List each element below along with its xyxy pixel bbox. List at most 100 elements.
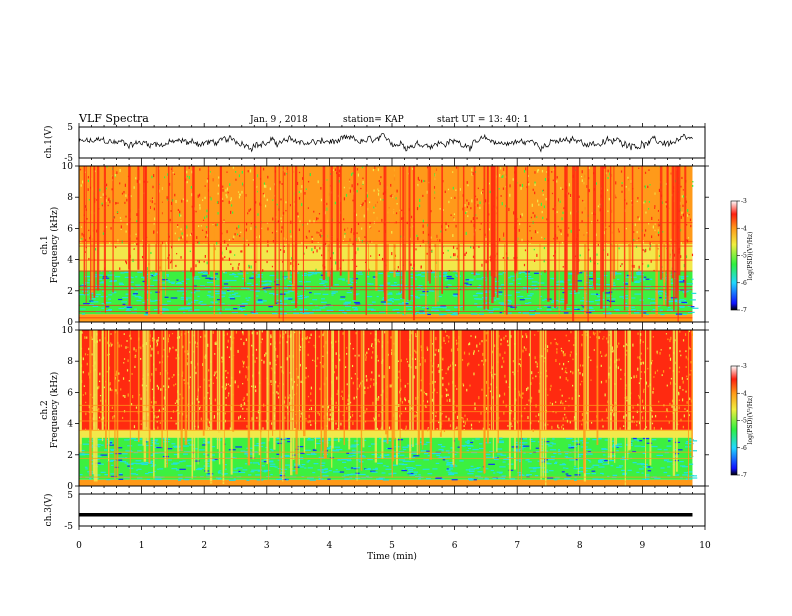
spectrogram-speckle: [479, 314, 484, 315]
spectrogram-speckle: [626, 203, 627, 205]
spectrogram-speckle: [104, 474, 107, 475]
spectrogram-speckle: [341, 395, 342, 396]
spectrogram-speckle: [172, 333, 173, 334]
spectrogram-speckle: [535, 361, 536, 363]
spectrogram-speckle: [255, 386, 256, 388]
spectrogram-speckle: [212, 248, 213, 250]
spectrogram-speckle: [245, 375, 246, 378]
spectrogram-speckle: [626, 228, 627, 229]
spectrogram-speckle: [367, 195, 368, 198]
spectrogram-speckle: [166, 459, 172, 460]
spectrogram-speckle: [421, 276, 425, 277]
spectrogram-speckle: [405, 385, 406, 388]
spectrogram-speckle: [378, 360, 379, 362]
ch1-colorbar-ticks: -3-4-5-6-7: [737, 198, 747, 314]
spectrogram-speckle: [489, 183, 490, 185]
spectrogram-speckle: [636, 272, 642, 273]
spectrogram-speckle: [541, 237, 542, 239]
spectrogram-speckle: [316, 217, 317, 220]
spectrogram-speckle: [226, 377, 227, 378]
spectrogram-speckle: [369, 226, 370, 228]
spectrogram-speckle: [618, 366, 619, 369]
spectrogram-speckle: [134, 366, 135, 368]
spectrogram-speckle: [232, 291, 234, 292]
spectrogram-speckle: [112, 407, 113, 409]
spectrogram-speckle: [284, 278, 286, 279]
spectrogram-speckle: [378, 273, 382, 274]
spectrogram-speckle: [425, 359, 426, 362]
spectrogram-speckle: [478, 188, 479, 189]
spectrogram-speckle: [424, 453, 428, 454]
spectrogram-speckle: [591, 272, 594, 273]
figure-title: VLF Spectra: [78, 112, 149, 125]
spectrogram-speckle: [354, 302, 360, 303]
spectrogram-speckle: [335, 439, 337, 440]
spectrogram-speckle: [445, 343, 446, 344]
spectrogram-speckle: [527, 295, 532, 296]
spectrogram-speckle: [479, 229, 480, 230]
spectrogram-speckle: [319, 234, 320, 236]
spectrogram-speckle: [202, 199, 203, 201]
spectrogram-speckle: [136, 237, 137, 239]
spectrogram-speckle: [554, 479, 557, 480]
spectrogram-speckle: [155, 479, 161, 480]
spectrogram-speckle: [486, 457, 491, 458]
spectrogram-speckle: [180, 215, 181, 217]
spectrogram-speckle: [213, 331, 214, 334]
spectrogram-speckle: [298, 264, 299, 265]
spectrogram-streak: [497, 166, 499, 298]
spectrogram-speckle: [115, 460, 122, 461]
spectrogram-speckle: [681, 216, 682, 219]
spectrogram-speckle: [263, 288, 265, 289]
spectrogram-speckle: [322, 475, 328, 476]
spectrogram-speckle: [519, 229, 520, 232]
spectrogram-speckle: [85, 468, 88, 469]
spectrogram-streak: [160, 166, 162, 319]
spectrogram-speckle: [207, 295, 211, 296]
spectrogram-speckle: [661, 349, 662, 350]
spectrogram-speckle: [565, 353, 566, 356]
spectrogram-speckle: [499, 472, 502, 473]
spectrogram-speckle: [652, 391, 653, 394]
spectrogram-speckle: [565, 453, 568, 454]
spectrogram-speckle: [321, 298, 325, 299]
spectrogram-speckle: [467, 440, 469, 441]
spectrogram-speckle: [309, 409, 310, 410]
spectrogram-speckle: [231, 197, 232, 200]
spectrogram-speckle: [566, 468, 569, 469]
spectrogram-speckle: [667, 310, 673, 311]
spectrogram-speckle: [551, 268, 552, 271]
spectrogram-speckle: [667, 461, 672, 462]
spectrogram-speckle: [117, 211, 118, 213]
spectrogram-speckle: [360, 205, 361, 206]
spectrogram-speckle: [517, 296, 523, 297]
spectrogram-speckle: [520, 272, 526, 273]
spectrogram-speckle: [372, 402, 373, 405]
spectrogram-speckle: [204, 217, 205, 219]
spectrogram-speckle: [455, 385, 456, 386]
spectrogram-speckle: [358, 237, 359, 239]
spectrogram-speckle: [389, 366, 390, 369]
spectrogram-speckle: [493, 472, 495, 473]
spectrogram-speckle: [662, 374, 663, 376]
spectrogram-speckle: [638, 395, 639, 396]
spectrogram-speckle: [544, 247, 545, 249]
spectrogram-speckle: [353, 348, 354, 349]
spectrogram-speckle: [513, 178, 514, 181]
spectrogram-speckle: [607, 189, 608, 191]
spectrogram-speckle: [242, 383, 243, 384]
spectrogram-speckle: [380, 198, 381, 200]
date-label: Jan. 9 , 2018: [249, 115, 308, 125]
spectrogram-speckle: [276, 479, 282, 480]
spectrogram-speckle: [582, 211, 583, 213]
spectrogram-streak: [655, 166, 657, 322]
spectrogram-speckle: [135, 296, 141, 297]
spectrogram-speckle: [276, 391, 277, 393]
spectrogram-speckle: [300, 312, 306, 313]
spectrogram-speckle: [476, 217, 477, 219]
spectrogram-speckle: [387, 283, 390, 284]
spectrogram-speckle: [478, 364, 479, 366]
spectrogram-speckle: [283, 277, 288, 278]
spectrogram-speckle: [648, 208, 649, 209]
spectrogram-speckle: [354, 397, 355, 400]
